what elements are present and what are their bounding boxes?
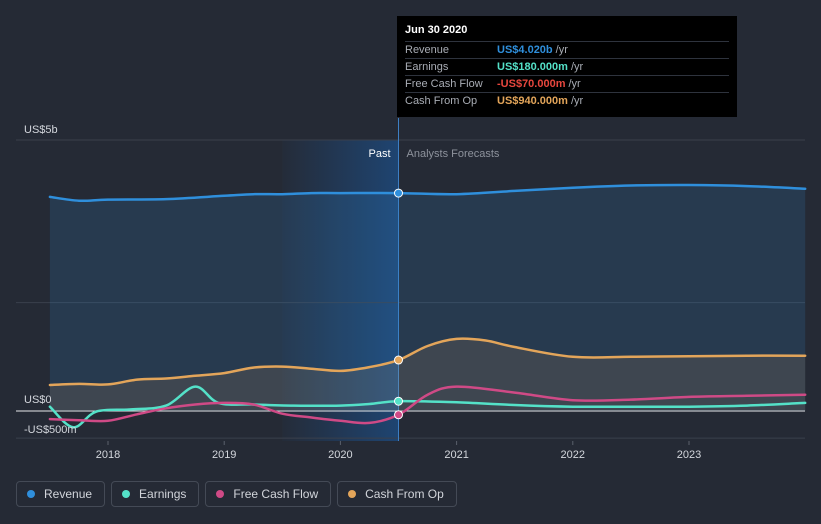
past-label: Past xyxy=(368,148,390,160)
series-area-revenue xyxy=(49,184,806,411)
tooltip-row-free-cash-flow: Free Cash Flow -US$70.000m /yr xyxy=(405,75,729,92)
series-line-earnings xyxy=(48,385,807,429)
tooltip-value: -US$70.000m xyxy=(497,78,566,90)
legend-item-revenue[interactable]: Revenue xyxy=(16,481,106,507)
legend-label: Cash From Op xyxy=(365,487,444,501)
legend-dot-icon xyxy=(348,490,357,498)
forecast-label: Analysts Forecasts xyxy=(407,148,500,160)
tooltip-label: Earnings xyxy=(405,61,449,73)
y-tick-label: US$0 xyxy=(24,394,52,406)
series-area-cash-from-op xyxy=(49,338,806,411)
series-marker-revenue xyxy=(394,188,403,198)
legend-label: Free Cash Flow xyxy=(233,487,319,501)
tooltip-value: US$4.020b xyxy=(497,44,553,56)
legend-dot-icon xyxy=(216,490,225,498)
x-tick-label: 2019 xyxy=(212,449,236,461)
series-line-revenue xyxy=(48,183,807,203)
legend-item-cash-from-op[interactable]: Cash From Op xyxy=(337,481,457,507)
tooltip-unit: /yr xyxy=(570,95,584,107)
tooltip-unit: /yr xyxy=(568,78,581,90)
y-tick-label: -US$500m xyxy=(24,424,77,436)
tooltip-unit: /yr xyxy=(555,44,568,56)
y-tick-label: US$5b xyxy=(24,124,58,136)
legend-label: Revenue xyxy=(44,487,93,501)
tooltip-label: Free Cash Flow xyxy=(405,78,483,90)
series-marker-earnings xyxy=(394,396,403,406)
x-tick-label: 2023 xyxy=(677,449,701,461)
legend-item-earnings[interactable]: Earnings xyxy=(111,481,200,507)
series-marker-free-cash-flow xyxy=(394,410,403,420)
tooltip-row-cash-from-op: Cash From Op US$940.000m /yr xyxy=(405,92,729,109)
x-tick-label: 2018 xyxy=(96,449,120,461)
legend-dot-icon xyxy=(27,490,35,498)
legend-item-free-cash-flow[interactable]: Free Cash Flow xyxy=(205,481,332,507)
series-line-cash-from-op xyxy=(48,337,807,387)
x-tick-label: 2021 xyxy=(444,449,468,461)
tooltip-value: US$940.000m xyxy=(497,95,568,107)
tooltip-value: US$180.000m xyxy=(497,61,568,73)
legend-label: Earnings xyxy=(139,487,187,501)
tooltip-unit: /yr xyxy=(570,61,584,73)
x-tick-label: 2022 xyxy=(561,449,585,461)
tooltip: Jun 30 2020 Revenue US$4.020b /yr Earnin… xyxy=(397,16,737,117)
tooltip-row-earnings: Earnings US$180.000m /yr xyxy=(405,58,729,75)
tooltip-row-revenue: Revenue US$4.020b /yr xyxy=(405,41,729,58)
series-line-free-cash-flow xyxy=(48,385,807,425)
legend: Revenue Earnings Free Cash Flow Cash Fro… xyxy=(16,481,457,507)
tooltip-label: Revenue xyxy=(405,44,450,56)
past-highlight-region xyxy=(282,140,399,441)
tooltip-label: Cash From Op xyxy=(405,95,478,107)
tooltip-date: Jun 30 2020 xyxy=(405,24,468,36)
legend-dot-icon xyxy=(122,490,131,498)
x-tick-label: 2020 xyxy=(328,449,352,461)
series-marker-cash-from-op xyxy=(394,355,403,365)
